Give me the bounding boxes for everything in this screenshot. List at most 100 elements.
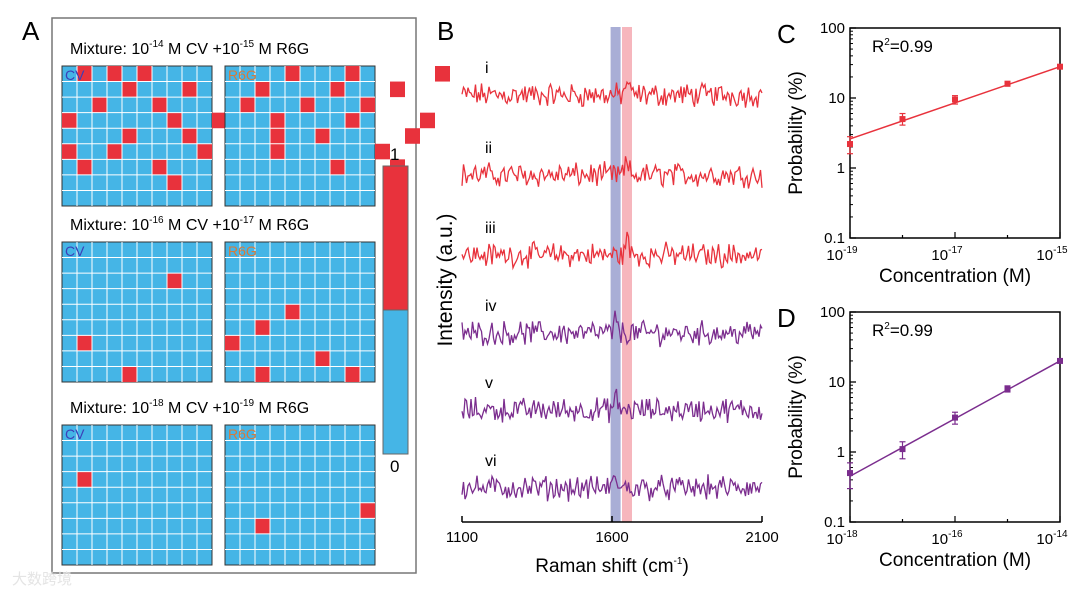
hit-cell <box>360 97 375 113</box>
spectrum-trace-v <box>461 388 763 424</box>
mixture-title-prefix: Mixture: 10 <box>70 217 149 234</box>
x-tick-base: 10 <box>1036 247 1053 264</box>
hit-cell <box>62 112 77 129</box>
hit-cell <box>315 350 330 367</box>
hit-cell <box>77 159 92 175</box>
hit-cell <box>270 128 285 144</box>
y-tick-label: 10 <box>828 374 845 391</box>
hit-cell <box>182 128 197 144</box>
r2-value: =0.99 <box>890 321 933 340</box>
y-axis-label: Probability (%) <box>786 355 807 479</box>
colorbar-min-label: 0 <box>390 457 399 476</box>
data-point <box>952 414 958 421</box>
hit-cell <box>405 128 420 144</box>
data-point <box>1004 80 1011 87</box>
data-point <box>899 446 906 453</box>
colorbar: 1 0 <box>382 145 409 476</box>
x-tick-exponent: -18 <box>843 529 858 540</box>
r6g-grid-1: R6G <box>224 65 450 207</box>
hit-cell <box>77 471 92 488</box>
mixture-title-2: Mixture: 10-16 M CV +10-17 M R6G <box>70 215 309 234</box>
colorbar-blue-segment <box>382 309 409 455</box>
spectrum-label-iv: iv <box>485 298 497 315</box>
spectrum-label-vi: vi <box>485 453 497 470</box>
hit-cell <box>77 335 92 351</box>
r6g-label: R6G <box>228 426 257 442</box>
mixture-title-1: Mixture: 10-14 M CV +10-15 M R6G <box>70 39 309 58</box>
hit-cell <box>330 81 345 98</box>
mixture-title-suffix: M R6G <box>254 41 309 58</box>
x-tick-label: 1600 <box>595 529 628 546</box>
y-tick-label: 10 <box>828 90 845 107</box>
hit-cell <box>330 159 345 175</box>
hit-cell <box>375 143 390 160</box>
hit-cell <box>107 66 122 82</box>
hit-cell <box>285 304 300 320</box>
x-tick-label: 2100 <box>745 529 778 546</box>
spectrum-trace-i <box>461 80 763 108</box>
x-tick-label: 10-14 <box>1036 529 1068 548</box>
data-point <box>1004 385 1011 392</box>
hit-cell <box>270 143 285 160</box>
hit-cell <box>420 112 435 129</box>
hit-cell <box>167 112 182 129</box>
cv-grid-2: CV <box>61 241 213 383</box>
x-tick-base: 10 <box>931 531 948 548</box>
hit-cell <box>255 366 270 382</box>
hit-cell <box>107 143 122 160</box>
r2-symbol: R <box>872 37 884 56</box>
cv-concentration-exponent: -14 <box>149 39 164 50</box>
hit-cell <box>345 66 360 82</box>
hit-cell <box>122 128 137 144</box>
hit-cell <box>122 366 137 382</box>
x-tick-exponent: -15 <box>1053 245 1068 256</box>
cv-label: CV <box>65 67 85 83</box>
hit-cell <box>255 319 270 336</box>
panel-a-label: A <box>22 16 40 46</box>
r2-value: =0.99 <box>890 37 933 56</box>
r6g-concentration-exponent: -17 <box>240 215 255 226</box>
cv-grid-1: CV <box>61 65 242 207</box>
data-point <box>1057 357 1063 364</box>
hit-cell <box>240 97 255 113</box>
x-tick-label: 10-19 <box>826 245 858 264</box>
spectrum-label-v: v <box>485 375 493 392</box>
watermark: 大数跨境 <box>12 570 72 588</box>
x-tick-label: 10-15 <box>1036 245 1068 264</box>
x-tick-exponent: -14 <box>1053 529 1068 540</box>
hit-cell <box>390 81 405 98</box>
y-tick-label: 0.1 <box>824 230 845 247</box>
hit-cell <box>152 159 167 175</box>
panel-d-label: D <box>777 303 796 333</box>
mixture-title-middle: M CV +10 <box>164 41 240 58</box>
r6g-grid-3: R6G <box>224 424 376 566</box>
panel-b-label: B <box>437 16 454 46</box>
hit-cell <box>285 66 300 82</box>
hit-cell <box>62 143 77 160</box>
hit-cell <box>137 66 152 82</box>
r6g-label: R6G <box>228 67 257 83</box>
data-point <box>847 470 853 477</box>
panel-b-ylabel: Intensity (a.u.) <box>434 213 457 346</box>
hit-cell <box>122 81 137 98</box>
mixture-title-suffix: M R6G <box>254 400 309 417</box>
spectrum-trace-ii <box>461 156 763 189</box>
hit-cell <box>167 273 182 289</box>
hit-cell <box>345 112 360 129</box>
data-point <box>952 96 958 103</box>
hit-cell <box>270 112 285 129</box>
r6g-concentration-exponent: -15 <box>240 39 255 50</box>
spectrum-label-ii: ii <box>485 140 492 157</box>
x-tick-label: 10-16 <box>931 529 963 548</box>
hit-cell <box>360 502 375 519</box>
colorbar-red-segment <box>382 165 409 311</box>
hit-cell <box>167 174 182 191</box>
x-tick-base: 10 <box>931 247 948 264</box>
cv-concentration-exponent: -18 <box>149 398 164 409</box>
y-tick-label: 100 <box>820 20 845 37</box>
spectrum-trace-iii <box>461 231 763 271</box>
r-squared-annotation: R2=0.99 <box>872 37 933 56</box>
